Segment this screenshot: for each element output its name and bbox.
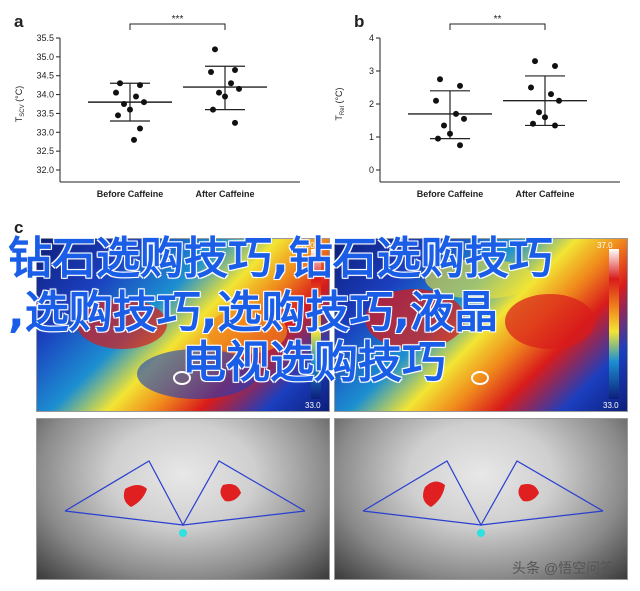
thermal-hotspot <box>207 309 287 354</box>
chart-a-y-tick-label: 32.5 <box>36 146 54 156</box>
chart-b-data-point <box>542 114 548 121</box>
chart-b-x-category-label: Before Caffeine <box>417 189 484 199</box>
thermal-hotspot <box>77 299 167 349</box>
chart-a-data-point <box>208 68 214 75</box>
chart-a-y-tick-label: 33.0 <box>36 127 54 137</box>
chart-a-x-category-label: Before Caffeine <box>97 189 164 199</box>
chart-b-data-point <box>437 76 443 83</box>
thermal-ring <box>471 371 489 385</box>
chart-a-x-category-label: After Caffeine <box>195 189 254 199</box>
chart-a-data-point <box>131 136 137 143</box>
chart-a-y-axis-label: TSCV (°C) <box>14 86 26 122</box>
chart-b-y-tick-label: 4 <box>369 33 374 43</box>
neck-triangle-after <box>362 460 604 537</box>
chart-b-y-tick-label: 2 <box>369 99 374 109</box>
chart-b-significance-bracket <box>449 23 546 30</box>
chart-b-data-point <box>433 97 439 104</box>
panel-b-letter: b <box>354 12 365 31</box>
thermal-image-before: 37.0 33.0 <box>36 238 330 412</box>
chart-b-data-point <box>552 122 558 129</box>
chart-b-data-point <box>532 58 538 65</box>
chart-a-data-point <box>141 99 147 106</box>
chart-a-significance-bracket <box>129 23 226 30</box>
panel-c-letter: c <box>14 218 24 237</box>
chart-a-data-point <box>212 46 218 53</box>
thermal-ring <box>173 371 191 385</box>
chart-b-y-tick-label: 1 <box>369 132 374 142</box>
chart-b-y-tick-label: 0 <box>369 165 374 175</box>
colorbar-left-max: 37.0 <box>299 241 315 250</box>
chart-a-significance-label: *** <box>172 14 184 25</box>
colorbar-left <box>311 249 321 399</box>
chart-a-data-point <box>228 80 234 87</box>
colorbar-right <box>609 249 619 399</box>
chart-a-data-point <box>127 106 133 113</box>
chart-b-data-point <box>453 110 459 117</box>
chart-b-y-tick-label: 3 <box>369 66 374 76</box>
chart-b-data-point <box>457 82 463 89</box>
chart-a-data-point <box>113 89 119 96</box>
chart-b-data-point <box>457 142 463 149</box>
neck-triangle-before <box>64 460 306 537</box>
watermark: 头条 @悟空问答 <box>512 560 615 576</box>
chart-a-data-point <box>115 112 121 119</box>
chart-a: 32.0 32.5 33.0 33.5 34.0 34.5 35.0 35.5 TSCV (°C… <box>14 14 300 199</box>
chart-a-data-point <box>232 119 238 126</box>
chart-b-data-point <box>552 63 558 70</box>
thermal-hotspot <box>425 259 535 299</box>
chart-a-y-tick-label: 35.5 <box>36 33 54 43</box>
chart-b-data-point <box>530 120 536 127</box>
bw-photo-before <box>36 418 330 580</box>
chart-b-data-point <box>461 115 467 122</box>
overlay-text-line-3: 电视选购技巧 <box>182 337 446 388</box>
chart-b-data-point <box>435 135 441 142</box>
bw-photo-after <box>334 418 628 580</box>
thermal-hotspot <box>505 294 595 349</box>
thermal-image-after: 37.0 33.0 <box>334 238 628 412</box>
chart-b: 0 1 2 3 4 TRel (°C) Before Caffeine After Caffe… <box>334 14 620 199</box>
chart-a-data-point <box>236 85 242 92</box>
colorbar-left-min: 33.0 <box>305 401 321 410</box>
chart-b-data-point <box>548 91 554 98</box>
chart-a-data-point <box>137 125 143 132</box>
chart-a-data-point <box>117 80 123 87</box>
thermal-hotspot <box>365 289 465 349</box>
chart-a-y-tick-label: 34.0 <box>36 90 54 100</box>
chart-b-y-axis-label: TRel (°C) <box>334 87 346 120</box>
colorbar-right-min: 33.0 <box>603 401 619 410</box>
chart-a-data-point <box>210 106 216 113</box>
chart-a-data-point <box>216 89 222 96</box>
chart-a-data-point <box>133 93 139 100</box>
chart-b-data-point <box>441 122 447 129</box>
panel-a-letter: a <box>14 12 24 31</box>
chart-a-data-point <box>222 93 228 100</box>
chart-a-y-tick-label: 32.0 <box>36 165 54 175</box>
chart-b-data-point <box>556 97 562 104</box>
overlay-text-line-1: 钻石选购技巧,钻石选购技巧 <box>8 233 553 284</box>
chart-a-data-point <box>137 82 143 89</box>
overlay-text-line-2: ,选购技巧,选购技巧,液晶 <box>8 287 499 338</box>
chart-a-y-tick-label: 35.0 <box>36 52 54 62</box>
chart-a-data-point <box>121 101 127 107</box>
chart-b-data-point <box>528 84 534 91</box>
chart-a-y-tick-label: 33.5 <box>36 108 54 118</box>
thermal-hotspot <box>137 349 257 399</box>
chart-b-significance-label: ** <box>494 14 502 25</box>
colorbar-right-max: 37.0 <box>597 241 613 250</box>
chart-b-data-point <box>536 109 542 116</box>
chart-b-x-category-label: After Caffeine <box>515 189 574 199</box>
chart-a-data-point <box>232 67 238 74</box>
chart-a-y-tick-label: 34.5 <box>36 71 54 81</box>
chart-b-data-point <box>447 130 453 137</box>
